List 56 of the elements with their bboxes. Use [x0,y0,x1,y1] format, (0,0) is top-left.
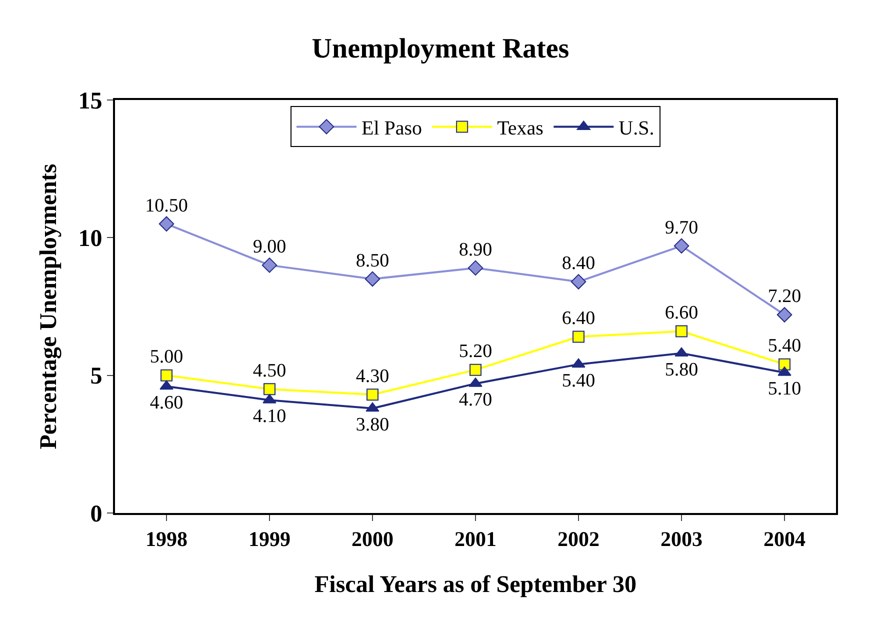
data-label: 5.00 [150,346,184,368]
legend-label: U.S. [618,117,654,140]
data-label: 5.20 [458,341,492,362]
point [776,307,792,322]
x-tick-label: 2001 [454,527,496,552]
point [570,274,586,290]
y-tick-label: 10 [78,226,102,252]
y-tick-label: 0 [90,501,102,528]
y-axis-title: Percentage Unemployments [36,164,62,450]
x-tick-label: 2000 [352,527,394,552]
data-label: 4.30 [356,366,390,387]
data-label: 6.40 [562,308,596,330]
point [364,271,380,287]
y-tick-label: 15 [78,88,102,114]
data-label: 9.70 [664,217,698,238]
data-label: 4.70 [458,390,492,411]
data-label: 5.80 [664,359,698,380]
data-label: 5.40 [768,336,802,357]
data-label: 4.50 [252,360,286,382]
point [674,238,690,254]
point [470,364,482,376]
data-label: 5.10 [768,378,802,400]
data-label: 10.50 [145,195,188,216]
data-label: 8.40 [562,253,596,274]
point [676,325,688,338]
x-tick-label: 1999 [248,527,290,552]
data-label: 4.60 [150,392,184,414]
point [572,330,584,343]
point [158,216,174,232]
point [468,260,484,276]
data-label: 5.40 [562,370,596,392]
point [366,388,378,401]
data-label: 9.00 [252,236,286,258]
y-tick-label: 5 [90,364,102,390]
x-tick-label: 2002 [558,527,600,552]
point [778,358,790,370]
x-axis-title: Fiscal Years as of September 30 [314,572,636,598]
data-label: 8.50 [356,250,390,272]
point [160,380,174,390]
point [262,258,278,273]
data-label: 7.20 [768,286,802,308]
x-tick-label: 2004 [764,527,806,552]
point [366,402,380,412]
data-label: 3.80 [356,414,390,436]
data-label: 8.90 [458,239,492,260]
chart-title: Unemployment Rates [312,34,570,65]
x-tick-label: 2003 [660,527,702,552]
point [160,369,172,382]
legend-label: Texas [497,117,544,140]
x-tick-label: 1998 [146,527,188,552]
point [674,347,688,357]
point [572,358,586,368]
legend-label: El Paso [362,117,422,140]
point [264,383,276,396]
data-label: 4.10 [252,406,286,428]
data-label: 6.60 [664,302,698,324]
